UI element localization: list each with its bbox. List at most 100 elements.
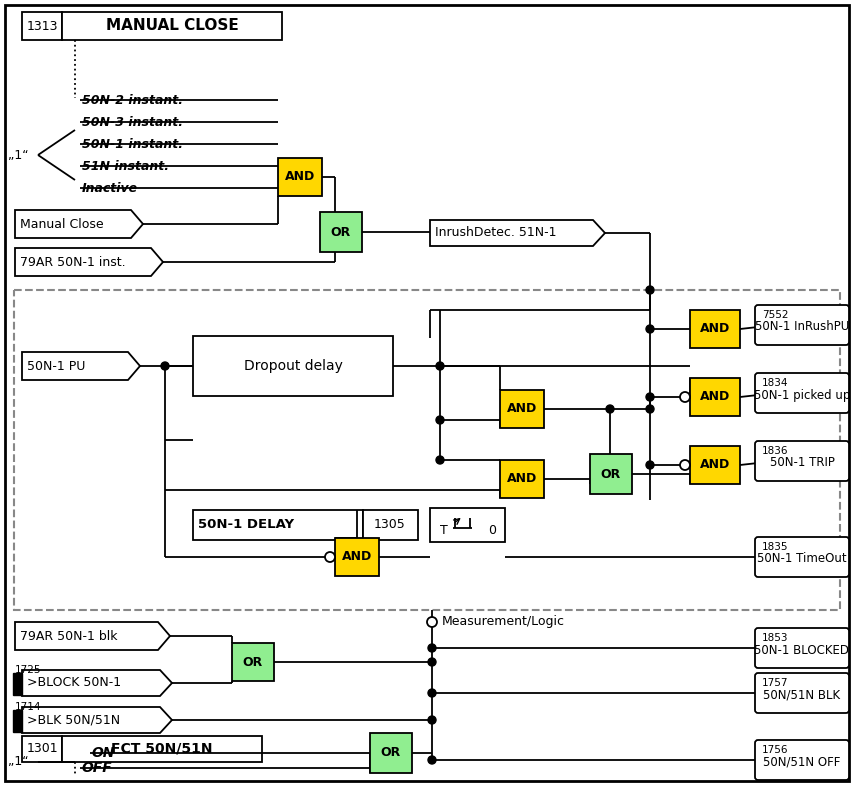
Text: 1836: 1836: [761, 446, 787, 456]
Text: OR: OR: [380, 747, 401, 759]
Text: AND: AND: [699, 322, 729, 336]
Bar: [13, 673, 22, 695]
Circle shape: [426, 617, 437, 627]
Circle shape: [436, 456, 444, 464]
Text: 50N-1 TimeOut: 50N-1 TimeOut: [757, 553, 846, 565]
FancyBboxPatch shape: [754, 373, 848, 413]
Circle shape: [161, 362, 169, 370]
Circle shape: [645, 405, 653, 413]
Bar: [22, 736, 62, 762]
Text: T: T: [439, 523, 447, 537]
Bar: [334, 538, 379, 576]
Bar: [369, 733, 411, 773]
Text: FCT 50N/51N: FCT 50N/51N: [111, 742, 212, 756]
FancyBboxPatch shape: [754, 740, 848, 780]
Text: 1305: 1305: [374, 519, 405, 531]
Circle shape: [427, 644, 436, 652]
Circle shape: [645, 461, 653, 469]
Bar: [689, 378, 740, 416]
FancyBboxPatch shape: [754, 441, 848, 481]
Text: 50N-1 TRIP: 50N-1 TRIP: [769, 457, 833, 469]
Circle shape: [436, 362, 444, 370]
Text: 0: 0: [487, 523, 496, 537]
Text: 50N-1 PU: 50N-1 PU: [27, 359, 85, 373]
Circle shape: [645, 286, 653, 294]
Text: 7552: 7552: [761, 310, 787, 320]
Bar: [430, 508, 504, 542]
FancyBboxPatch shape: [754, 628, 848, 668]
Polygon shape: [430, 220, 604, 246]
Circle shape: [427, 756, 436, 764]
Bar: [193, 336, 392, 396]
Text: 51N instant.: 51N instant.: [82, 160, 169, 172]
Bar: [589, 454, 631, 494]
Bar: [689, 310, 740, 348]
Text: Inactive: Inactive: [82, 182, 138, 194]
Text: 50N-3 instant.: 50N-3 instant.: [82, 116, 183, 128]
Text: 1757: 1757: [761, 678, 787, 688]
Bar: [62, 12, 281, 40]
Text: 1853: 1853: [761, 633, 787, 643]
Text: AND: AND: [507, 402, 537, 416]
Circle shape: [679, 392, 689, 402]
Bar: [62, 736, 262, 762]
Text: Dropout delay: Dropout delay: [243, 359, 342, 373]
Text: Measurement/Logic: Measurement/Logic: [442, 615, 565, 629]
Circle shape: [427, 716, 436, 724]
Circle shape: [645, 325, 653, 333]
Text: OFF: OFF: [82, 761, 113, 775]
Polygon shape: [22, 670, 171, 696]
Text: 79AR 50N-1 blk: 79AR 50N-1 blk: [20, 630, 118, 642]
Text: 1714: 1714: [15, 702, 42, 712]
Text: OR: OR: [242, 656, 263, 669]
FancyBboxPatch shape: [754, 305, 848, 345]
Text: AND: AND: [341, 550, 372, 564]
Text: ON: ON: [92, 746, 115, 760]
Text: 1725: 1725: [15, 665, 42, 675]
Text: 1301: 1301: [26, 743, 58, 755]
Circle shape: [436, 416, 444, 424]
Bar: [363, 510, 417, 540]
Text: InrushDetec. 51N-1: InrushDetec. 51N-1: [434, 226, 556, 240]
Text: OR: OR: [330, 226, 351, 238]
Text: 50N-1 DELAY: 50N-1 DELAY: [198, 519, 293, 531]
Text: >BLK 50N/51N: >BLK 50N/51N: [27, 714, 120, 726]
Circle shape: [325, 552, 334, 562]
Text: 50N-1 BLOCKED: 50N-1 BLOCKED: [753, 644, 849, 656]
Text: 50N/51N BLK: 50N/51N BLK: [763, 689, 839, 701]
Text: 50N-1 InRushPU: 50N-1 InRushPU: [754, 321, 848, 333]
Circle shape: [427, 658, 436, 666]
Bar: [499, 390, 543, 428]
FancyBboxPatch shape: [754, 673, 848, 713]
Text: 50N-1 picked up: 50N-1 picked up: [753, 388, 850, 402]
Text: 1835: 1835: [761, 542, 787, 552]
Text: AND: AND: [699, 391, 729, 403]
Text: AND: AND: [699, 458, 729, 472]
Text: „1“: „1“: [8, 149, 29, 161]
Bar: [689, 446, 740, 484]
Bar: [499, 460, 543, 498]
Bar: [193, 510, 363, 540]
FancyBboxPatch shape: [754, 537, 848, 577]
Polygon shape: [22, 707, 171, 733]
Text: AND: AND: [285, 171, 315, 183]
Text: >BLOCK 50N-1: >BLOCK 50N-1: [27, 677, 121, 689]
Text: OR: OR: [601, 468, 620, 480]
Polygon shape: [15, 210, 142, 238]
Bar: [22, 12, 62, 40]
Text: MANUAL CLOSE: MANUAL CLOSE: [106, 19, 238, 34]
Polygon shape: [15, 248, 163, 276]
Text: 50N-2 instant.: 50N-2 instant.: [82, 94, 183, 106]
Polygon shape: [22, 352, 140, 380]
Bar: [13, 710, 22, 732]
Bar: [320, 212, 362, 252]
Text: 1313: 1313: [26, 20, 58, 32]
Text: „1“: „1“: [8, 755, 29, 769]
Bar: [278, 158, 322, 196]
Bar: [232, 643, 274, 681]
Circle shape: [679, 460, 689, 470]
Circle shape: [606, 405, 613, 413]
Text: 50N/51N OFF: 50N/51N OFF: [763, 755, 839, 769]
Circle shape: [645, 393, 653, 401]
Text: Manual Close: Manual Close: [20, 218, 103, 230]
